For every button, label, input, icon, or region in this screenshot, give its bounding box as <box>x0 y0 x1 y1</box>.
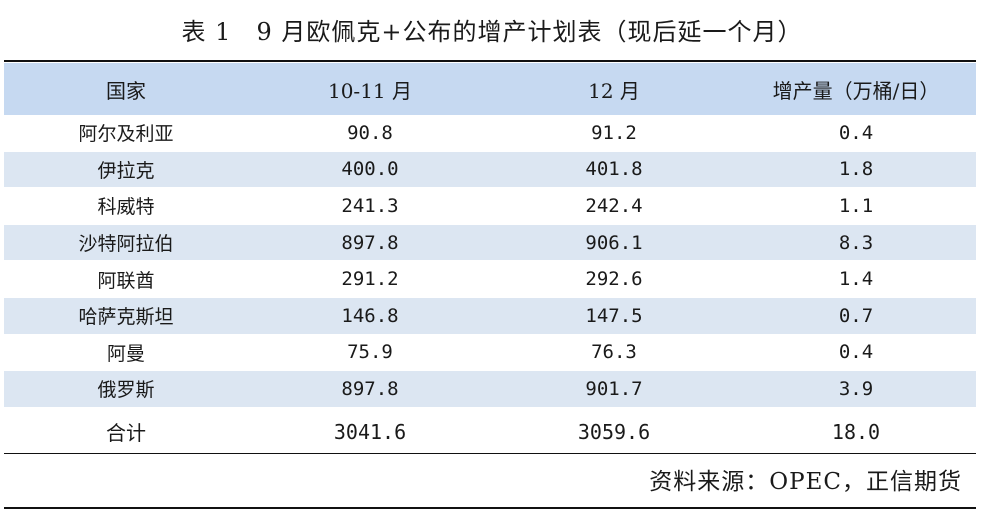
dec-cell: 401.8 <box>585 158 643 181</box>
increase-cell: 1.1 <box>838 194 874 217</box>
row-divider <box>4 370 976 372</box>
table-row: 哈萨克斯坦 146.8 147.5 0.7 <box>4 297 976 334</box>
oct-nov-cell: 291.2 <box>341 268 399 291</box>
country-cell: 科威特 <box>97 196 155 219</box>
oct-nov-cell: 75.9 <box>347 341 393 364</box>
bottom-rule <box>4 453 976 454</box>
production-plan-table: 国家 10-11 月 12 月 增产量（万桶/日） 阿尔及利亚 90.8 91.… <box>4 63 976 457</box>
country-cell: 哈萨克斯坦 <box>78 306 174 329</box>
oct-nov-cell: 241.3 <box>341 194 399 217</box>
oct-nov-cell: 897.8 <box>341 377 399 400</box>
oct-nov-cell: 400.0 <box>341 158 399 181</box>
total-increase: 18.0 <box>831 419 881 444</box>
country-cell: 阿曼 <box>106 342 145 365</box>
source-note: 资料来源：OPEC，正信期货 <box>649 469 962 495</box>
table-row: 沙特阿拉伯 897.8 906.1 8.3 <box>4 224 976 261</box>
header-increase: 增产量（万桶/日） <box>772 78 940 103</box>
increase-cell: 0.4 <box>838 341 874 364</box>
header-country: 国家 <box>106 78 146 103</box>
increase-cell: 0.4 <box>838 121 874 144</box>
increase-cell: 0.7 <box>838 304 874 327</box>
top-rule <box>4 60 976 62</box>
table-total-row: 合计 3041.6 3059.6 18.0 <box>4 407 976 457</box>
increase-cell: 1.4 <box>838 268 874 291</box>
row-divider <box>4 333 976 335</box>
header-dec: 12 月 <box>588 78 640 103</box>
dec-cell: 906.1 <box>585 231 643 254</box>
row-divider <box>4 223 976 225</box>
total-label: 合计 <box>106 421 146 446</box>
dec-cell: 292.6 <box>585 268 643 291</box>
dec-cell: 91.2 <box>591 121 637 144</box>
increase-cell: 1.8 <box>838 158 874 181</box>
table-header-row: 国家 10-11 月 12 月 增产量（万桶/日） <box>4 63 976 115</box>
increase-cell: 8.3 <box>838 231 874 254</box>
row-divider <box>4 296 976 298</box>
table-row: 伊拉克 400.0 401.8 1.8 <box>4 151 976 188</box>
dec-cell: 76.3 <box>591 341 637 364</box>
row-divider <box>4 260 976 262</box>
oct-nov-cell: 146.8 <box>341 304 399 327</box>
increase-cell: 3.9 <box>838 377 874 400</box>
end-rule <box>4 507 976 509</box>
total-dec: 3059.6 <box>577 419 651 444</box>
dec-cell: 901.7 <box>585 377 643 400</box>
table-row: 阿尔及利亚 90.8 91.2 0.4 <box>4 115 976 151</box>
row-divider <box>4 150 976 152</box>
total-oct-nov: 3041.6 <box>333 419 407 444</box>
table-row: 阿联酋 291.2 292.6 1.4 <box>4 261 976 297</box>
country-cell: 阿尔及利亚 <box>78 123 174 146</box>
country-cell: 阿联酋 <box>97 269 155 292</box>
country-cell: 俄罗斯 <box>97 379 155 402</box>
row-divider <box>4 187 976 189</box>
header-oct-nov: 10-11 月 <box>327 78 412 103</box>
oct-nov-cell: 897.8 <box>341 231 399 254</box>
dec-cell: 242.4 <box>585 194 643 217</box>
table-row: 阿曼 75.9 76.3 0.4 <box>4 335 976 371</box>
country-cell: 沙特阿拉伯 <box>78 233 174 256</box>
country-cell: 伊拉克 <box>97 159 155 182</box>
table-row: 科威特 241.3 242.4 1.1 <box>4 188 976 224</box>
dec-cell: 147.5 <box>585 304 643 327</box>
table-row: 俄罗斯 897.8 901.7 3.9 <box>4 371 976 407</box>
table-caption: 表 1 9 月欧佩克+公布的增产计划表（现后延一个月） <box>181 18 803 46</box>
oct-nov-cell: 90.8 <box>347 121 393 144</box>
